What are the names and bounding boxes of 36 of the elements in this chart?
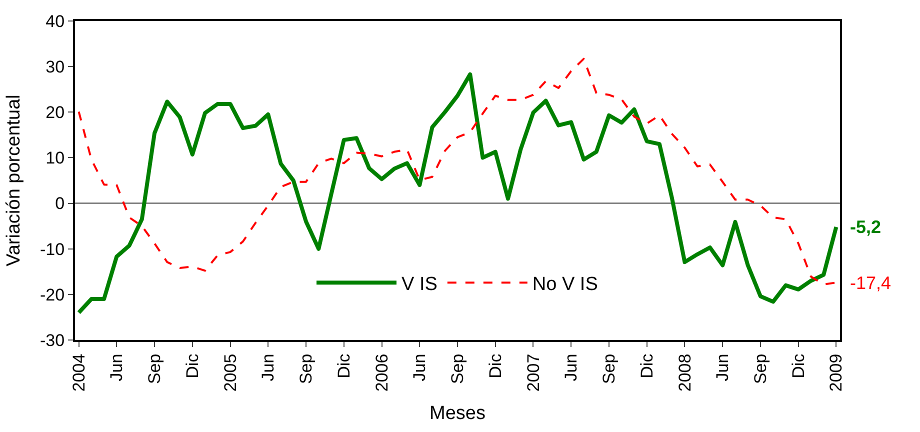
y-axis-title: Variación porcentual xyxy=(3,94,24,266)
y-tick-label: 20 xyxy=(46,103,65,122)
x-tick-label: Sep xyxy=(145,354,164,384)
x-tick-label: Sep xyxy=(600,354,619,384)
x-tick-label: 2008 xyxy=(675,354,694,392)
x-tick-label: 2006 xyxy=(372,354,392,392)
y-tick-label: 40 xyxy=(46,12,65,31)
y-tick-label: -20 xyxy=(40,285,65,304)
annotation: -17,4 xyxy=(850,273,892,293)
x-tick-label: Dic xyxy=(486,353,505,378)
x-tick-label: Dic xyxy=(637,353,656,378)
x-tick-label: 2007 xyxy=(524,354,543,392)
x-tick-label: 2005 xyxy=(220,354,240,392)
x-tick-label: Jun xyxy=(258,354,278,382)
x-tick-label: Sep xyxy=(750,354,770,384)
line-series xyxy=(76,72,838,315)
x-tick-label: Jun xyxy=(107,354,126,382)
y-tick-label: -30 xyxy=(40,330,65,350)
x-tick-label: 2009 xyxy=(826,354,846,392)
x-tick-label: Dic xyxy=(182,353,202,378)
x-tick-label: Jun xyxy=(562,354,581,382)
x-tick-label: 2004 xyxy=(69,354,88,392)
x-tick-label: Jun xyxy=(410,354,430,382)
legend-label: No V IS xyxy=(532,274,598,295)
y-tick-label: -10 xyxy=(40,240,65,259)
y-tick-label: 10 xyxy=(46,148,65,168)
x-tick-label: Jun xyxy=(713,354,732,382)
legend-label: V IS xyxy=(402,274,438,295)
y-tick-label: 0 xyxy=(55,194,65,214)
x-tick-label: Dic xyxy=(788,353,808,378)
x-tick-label: Sep xyxy=(296,354,316,384)
annotation: -5,2 xyxy=(850,217,882,237)
x-tick-label: Dic xyxy=(334,353,354,378)
x-tick-label: Sep xyxy=(448,354,468,384)
x-axis-title: Meses xyxy=(430,402,486,424)
y-tick-label: 30 xyxy=(46,58,65,77)
